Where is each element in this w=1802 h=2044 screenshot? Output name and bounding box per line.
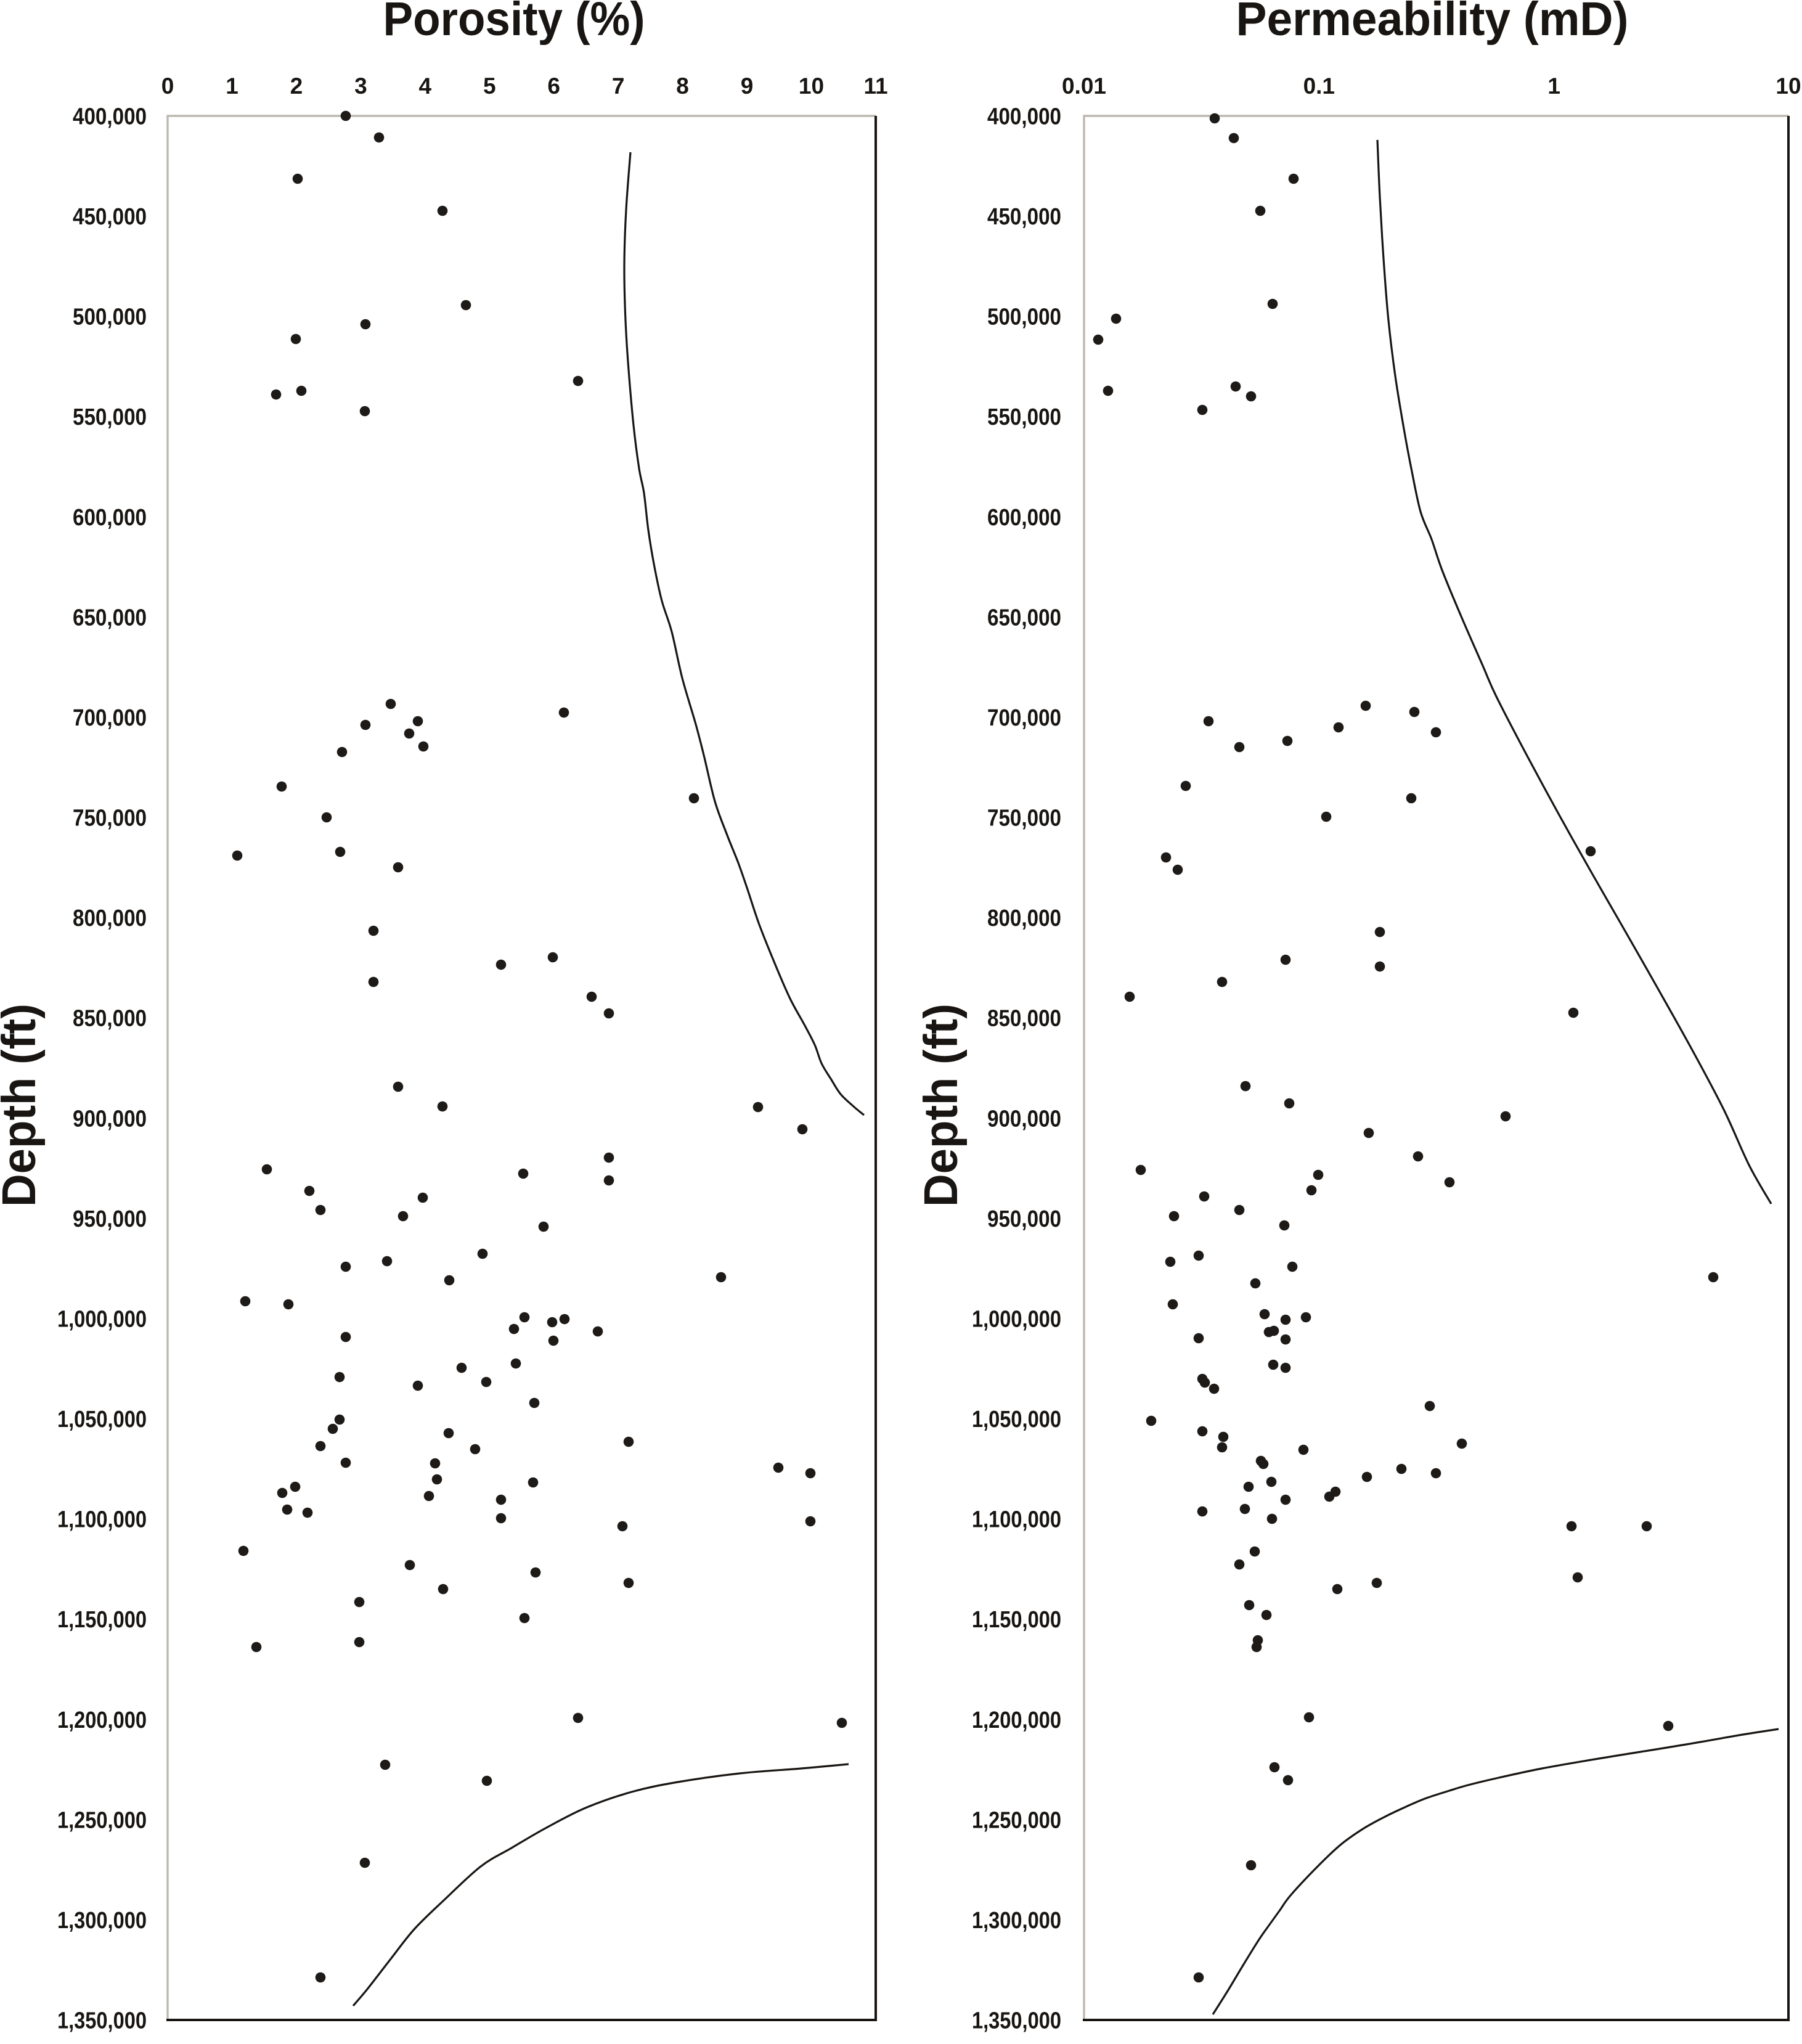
svg-text:950,000: 950,000 — [987, 1206, 1061, 1232]
svg-text:1,250,000: 1,250,000 — [972, 1807, 1061, 1833]
svg-text:11: 11 — [863, 73, 887, 99]
svg-text:750,000: 750,000 — [73, 806, 147, 832]
svg-text:1,250,000: 1,250,000 — [57, 1807, 147, 1833]
svg-text:9: 9 — [741, 73, 754, 99]
svg-text:8: 8 — [676, 73, 689, 99]
svg-text:0: 0 — [161, 73, 174, 99]
svg-text:1,200,000: 1,200,000 — [57, 1707, 147, 1733]
svg-text:10: 10 — [1776, 73, 1801, 99]
svg-text:Permeability (mD): Permeability (mD) — [1236, 0, 1629, 46]
svg-text:1,000,000: 1,000,000 — [57, 1306, 147, 1332]
svg-text:3: 3 — [354, 73, 367, 99]
svg-text:0.1: 0.1 — [1303, 73, 1335, 99]
svg-text:1,050,000: 1,050,000 — [972, 1407, 1061, 1433]
svg-text:900,000: 900,000 — [73, 1106, 147, 1132]
svg-text:850,000: 850,000 — [73, 1006, 147, 1032]
svg-text:400,000: 400,000 — [73, 104, 147, 130]
svg-text:400,000: 400,000 — [987, 104, 1061, 130]
svg-text:1: 1 — [226, 73, 238, 99]
svg-text:600,000: 600,000 — [73, 505, 147, 531]
svg-text:Porosity (%): Porosity (%) — [383, 0, 645, 46]
svg-text:1,300,000: 1,300,000 — [972, 1908, 1061, 1934]
svg-text:1,100,000: 1,100,000 — [57, 1507, 147, 1533]
svg-text:550,000: 550,000 — [987, 404, 1061, 430]
svg-text:5: 5 — [483, 73, 496, 99]
svg-text:900,000: 900,000 — [987, 1106, 1061, 1132]
svg-text:650,000: 650,000 — [73, 605, 147, 631]
svg-text:450,000: 450,000 — [73, 204, 147, 230]
svg-text:550,000: 550,000 — [73, 404, 147, 430]
svg-text:500,000: 500,000 — [73, 305, 147, 330]
svg-text:0.01: 0.01 — [1062, 73, 1106, 99]
svg-text:1: 1 — [1547, 73, 1560, 99]
svg-text:1,200,000: 1,200,000 — [972, 1707, 1061, 1733]
svg-text:600,000: 600,000 — [987, 505, 1061, 531]
svg-text:450,000: 450,000 — [987, 204, 1061, 230]
svg-text:750,000: 750,000 — [987, 806, 1061, 832]
svg-text:800,000: 800,000 — [987, 905, 1061, 931]
svg-text:1,300,000: 1,300,000 — [57, 1908, 147, 1934]
svg-text:1,150,000: 1,150,000 — [57, 1607, 147, 1633]
svg-text:500,000: 500,000 — [987, 305, 1061, 330]
svg-text:10: 10 — [799, 73, 824, 99]
svg-text:700,000: 700,000 — [73, 705, 147, 731]
svg-text:1,100,000: 1,100,000 — [972, 1507, 1061, 1533]
svg-text:950,000: 950,000 — [73, 1206, 147, 1232]
svg-text:Depth (ft): Depth (ft) — [0, 1004, 46, 1207]
svg-text:Depth (ft): Depth (ft) — [915, 1004, 968, 1207]
svg-text:6: 6 — [547, 73, 560, 99]
svg-text:700,000: 700,000 — [987, 705, 1061, 731]
svg-text:7: 7 — [612, 73, 625, 99]
svg-text:1,350,000: 1,350,000 — [57, 2008, 147, 2034]
svg-text:850,000: 850,000 — [987, 1006, 1061, 1032]
svg-text:800,000: 800,000 — [73, 905, 147, 931]
svg-text:1,000,000: 1,000,000 — [972, 1306, 1061, 1332]
svg-text:650,000: 650,000 — [987, 605, 1061, 631]
svg-text:4: 4 — [419, 73, 432, 99]
svg-text:2: 2 — [290, 73, 303, 99]
svg-text:1,350,000: 1,350,000 — [972, 2008, 1061, 2034]
svg-text:1,050,000: 1,050,000 — [57, 1407, 147, 1433]
svg-text:1,150,000: 1,150,000 — [972, 1607, 1061, 1633]
